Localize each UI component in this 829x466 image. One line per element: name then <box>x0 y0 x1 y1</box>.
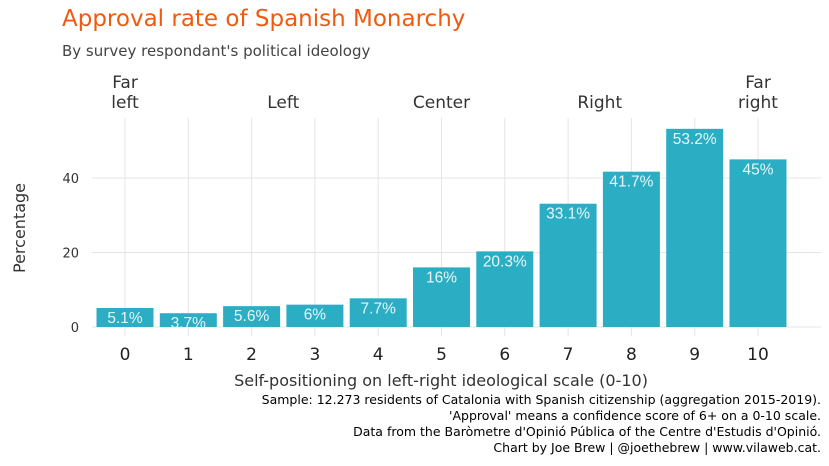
bar-label: 53.2% <box>673 131 717 148</box>
bar <box>476 251 534 327</box>
bar <box>539 203 597 327</box>
ideology-annotation: Far <box>112 73 138 93</box>
y-tick-label: 20 <box>62 247 79 262</box>
bar-label: 41.7% <box>609 174 653 191</box>
x-tick-label: 9 <box>689 345 700 365</box>
x-tick-label: 4 <box>373 345 384 365</box>
bar-label: 5.6% <box>234 308 270 325</box>
bar <box>349 298 407 327</box>
ideology-annotation: Center <box>413 93 470 113</box>
bar <box>223 306 281 327</box>
chart-title: Approval rate of Spanish Monarchy <box>62 6 466 32</box>
x-tick-label: 5 <box>436 345 447 365</box>
bar-label: 7.7% <box>361 300 397 317</box>
bar-label: 20.3% <box>483 253 527 270</box>
x-tick-label: 1 <box>183 345 194 365</box>
chart-subtitle: By survey respondant's political ideolog… <box>62 42 371 60</box>
bar <box>286 304 344 327</box>
bar-label: 33.1% <box>546 206 590 223</box>
x-tick-label: 2 <box>246 345 257 365</box>
x-tick-label: 7 <box>563 345 574 365</box>
bar-label: 5.1% <box>107 310 143 327</box>
bar-label: 45% <box>742 161 773 178</box>
ideology-annotation: Right <box>577 93 622 113</box>
bar-label: 6% <box>304 307 327 324</box>
ideology-annotation: Far <box>745 73 771 93</box>
y-tick-label: 40 <box>62 172 79 187</box>
x-tick-label: 0 <box>120 345 131 365</box>
x-tick-label: 8 <box>626 345 637 365</box>
caption-line-source: Data from the Baròmetre d'Opinió Pública… <box>353 424 821 439</box>
bar <box>413 267 470 327</box>
ideology-annotation: right <box>738 93 778 113</box>
caption-line-credit: Chart by Joe Brew | @joethebrew | www.vi… <box>493 440 821 455</box>
chart-caption: Sample: 12.273 residents of Catalonia wi… <box>262 392 821 456</box>
bar <box>159 313 217 327</box>
bar <box>666 128 724 327</box>
x-axis-label: Self-positioning on left-right ideologic… <box>234 371 648 390</box>
bar <box>602 171 660 327</box>
caption-line-sample: Sample: 12.273 residents of Catalonia wi… <box>261 392 821 407</box>
x-tick-label: 10 <box>747 345 769 365</box>
bar-label: 16% <box>426 269 457 286</box>
ideology-annotation: Left <box>267 93 299 113</box>
ideology-annotation: left <box>111 93 139 113</box>
y-axis-label: Percentage <box>10 183 29 273</box>
bar-label: 3.7% <box>171 315 207 332</box>
bar <box>96 308 154 327</box>
x-tick-label: 6 <box>499 345 510 365</box>
caption-line-approval: 'Approval' means a confidence score of 6… <box>449 408 821 423</box>
y-tick-label: 0 <box>71 321 79 336</box>
x-tick-label: 3 <box>309 345 320 365</box>
bar <box>729 159 787 327</box>
